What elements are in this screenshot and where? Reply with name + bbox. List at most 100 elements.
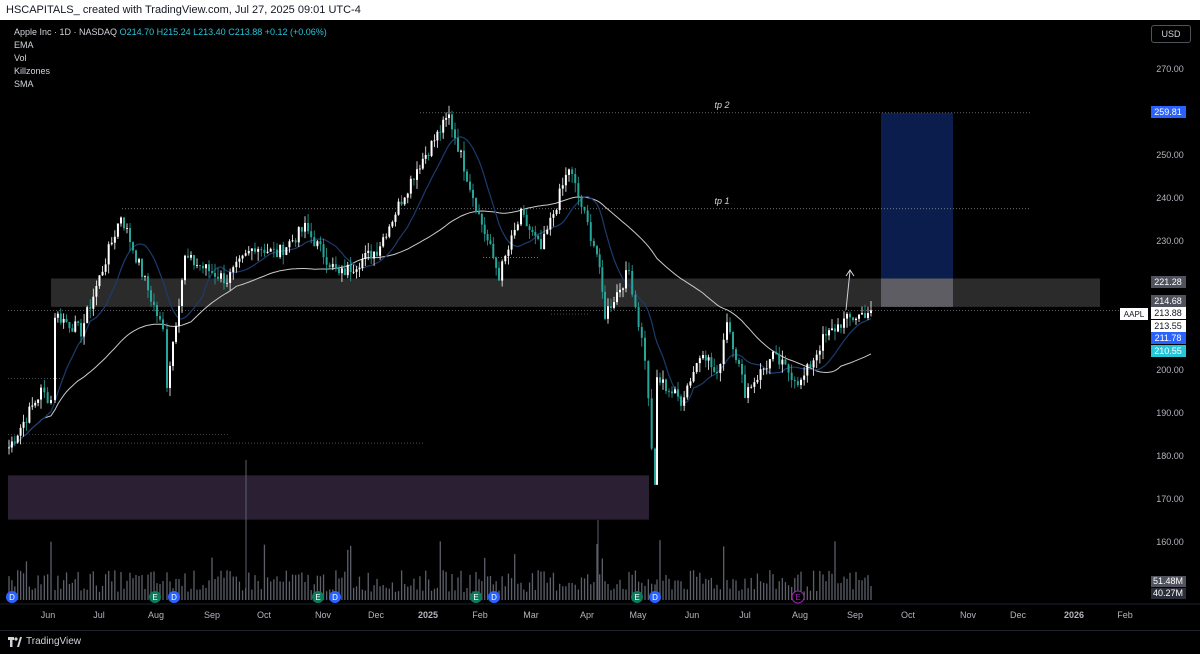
legend-indicator-ema[interactable]: EMA	[14, 40, 34, 50]
candle-body	[546, 229, 549, 234]
candle-body	[153, 301, 155, 306]
candle-body	[756, 379, 759, 383]
candle-body	[382, 237, 385, 247]
candle-body	[123, 217, 125, 229]
candle-body	[141, 259, 143, 277]
candle-body	[113, 236, 116, 243]
ema-line	[8, 136, 872, 448]
candle-body	[463, 150, 465, 172]
candle-body	[520, 208, 522, 225]
x-tick-label: Feb	[1117, 610, 1133, 620]
candle-body	[472, 189, 474, 199]
candle-body	[282, 244, 285, 255]
candle-body	[513, 229, 516, 236]
currency-button[interactable]: USD	[1151, 25, 1191, 43]
price-chart[interactable]: tp 2tp 1DEDEDEDEDE270.00260.00250.00240.…	[0, 20, 1200, 630]
legend-indicator-vol[interactable]: Vol	[14, 53, 27, 63]
legend-indicator-killzones[interactable]: Killzones	[14, 66, 51, 76]
candle-body	[358, 268, 361, 270]
candle-body	[601, 267, 604, 292]
candle-body	[65, 319, 68, 322]
candle-body	[193, 255, 195, 266]
y-tick-label: 190.00	[1156, 408, 1184, 418]
candle-body	[421, 158, 424, 169]
demand-zone	[8, 475, 649, 520]
candle-body	[867, 313, 869, 318]
candle-body	[732, 332, 734, 350]
volume-tag	[1151, 576, 1186, 587]
candle-body	[534, 232, 537, 236]
candle-body	[803, 375, 806, 380]
candle-body	[852, 317, 854, 321]
candle-body	[574, 174, 577, 184]
candle-body	[436, 131, 439, 141]
candle-body	[307, 222, 310, 232]
price-tag-label: 213.55	[1154, 321, 1182, 331]
event-marker	[6, 591, 18, 603]
candle-body	[31, 405, 34, 407]
candle-body	[702, 355, 704, 359]
candle-body	[492, 244, 495, 258]
candle-body	[13, 441, 16, 443]
y-tick-label: 200.00	[1156, 365, 1184, 375]
x-tick-label: May	[629, 610, 647, 620]
legend-indicator-sma[interactable]: SMA	[14, 79, 34, 89]
candle-body	[86, 307, 89, 324]
candle-body	[840, 324, 842, 328]
x-tick-label: Apr	[580, 610, 594, 620]
candle-body	[549, 217, 552, 230]
candle-body	[457, 138, 459, 152]
x-tick-label: Sep	[204, 610, 220, 620]
candle-body	[427, 155, 430, 156]
tradingview-logo[interactable]: TradingView	[8, 631, 81, 653]
x-tick-label: Sep	[847, 610, 863, 620]
projection-arrow-head	[845, 269, 855, 277]
candle-body	[181, 280, 183, 306]
candle-body	[768, 359, 771, 369]
candle-body	[208, 264, 210, 272]
candle-body	[297, 227, 300, 243]
candle-body	[34, 402, 37, 406]
candle-body	[138, 259, 140, 263]
x-tick-label: Mar	[523, 610, 539, 620]
candle-body	[625, 270, 627, 289]
volume-tag-label: 51.48M	[1153, 576, 1183, 586]
candle-body	[28, 406, 31, 423]
candle-body	[294, 240, 297, 243]
candle-body	[107, 244, 110, 265]
candle-body	[598, 254, 601, 268]
candle-body	[226, 282, 228, 284]
legend-symbol[interactable]: Apple Inc · 1D · NASDAQ	[14, 27, 118, 37]
candle-body	[37, 399, 40, 403]
candle-body	[8, 447, 10, 449]
candle-body	[558, 188, 561, 211]
candle-body	[110, 242, 113, 245]
x-tick-label: Aug	[148, 610, 164, 620]
event-marker-label: D	[491, 593, 497, 602]
candle-body	[765, 368, 768, 370]
candle-body	[352, 271, 355, 273]
event-marker	[791, 590, 805, 604]
candle-body	[74, 321, 77, 332]
candle-body	[370, 250, 373, 259]
candle-body	[19, 427, 22, 436]
volume-tag	[1151, 588, 1186, 599]
candle-body	[50, 400, 52, 404]
candle-body	[291, 240, 294, 242]
candle-body	[169, 365, 171, 388]
candle-body	[46, 392, 49, 404]
candle-body	[412, 178, 415, 180]
candle-body	[184, 255, 186, 281]
candle-body	[489, 240, 492, 245]
candle-body	[349, 264, 352, 273]
candle-body	[379, 246, 382, 256]
header-caption: HSCAPITALS_ created with TradingView.com…	[0, 0, 1200, 20]
candle-body	[202, 265, 204, 269]
candle-body	[528, 226, 531, 230]
candle-body	[781, 359, 784, 365]
event-marker-label: D	[652, 593, 658, 602]
candle-body	[132, 242, 134, 251]
candle-body	[637, 307, 640, 328]
candle-body	[726, 322, 728, 340]
sma-line	[8, 196, 872, 448]
